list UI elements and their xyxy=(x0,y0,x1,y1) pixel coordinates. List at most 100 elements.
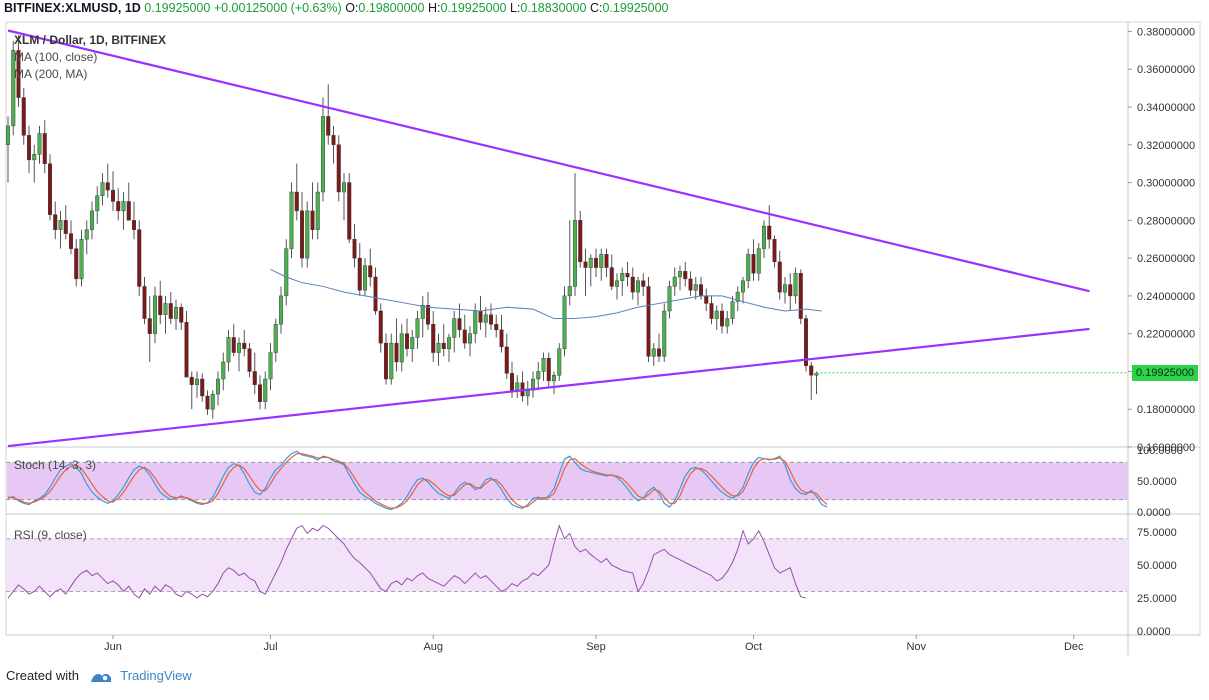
candle xyxy=(609,267,614,287)
candle xyxy=(594,257,599,268)
last-price-tag: 0.19925000 xyxy=(1132,365,1198,381)
candle xyxy=(478,310,483,323)
tradingview-logo-icon xyxy=(90,673,111,682)
candle xyxy=(336,144,341,193)
candle xyxy=(636,280,641,293)
candle xyxy=(331,135,336,145)
ma100-legend[interactable]: MA (100, close) xyxy=(14,50,98,64)
candle xyxy=(200,378,205,397)
candle xyxy=(583,261,588,268)
candle xyxy=(741,280,746,293)
candle xyxy=(552,375,557,382)
candle xyxy=(321,116,326,193)
candle xyxy=(415,318,420,338)
candle xyxy=(541,358,546,372)
candle xyxy=(599,254,604,268)
stoch-axis-label: 100.0000 xyxy=(1137,445,1183,457)
ma200-legend[interactable]: MA (200, MA) xyxy=(14,67,88,81)
rsi-band xyxy=(7,538,1128,592)
candle xyxy=(573,220,578,287)
candle xyxy=(483,314,488,323)
candle xyxy=(352,239,357,259)
close-label: C: xyxy=(589,1,603,15)
candle xyxy=(510,373,515,391)
candle xyxy=(347,182,352,240)
open-label: O: xyxy=(345,1,359,15)
price-axis-label: 0.22000000 xyxy=(1137,329,1195,341)
high-label: H: xyxy=(427,1,441,15)
candle xyxy=(489,314,494,325)
upper-trendline xyxy=(7,29,1090,293)
candle xyxy=(258,384,263,402)
candle xyxy=(504,346,509,374)
candle xyxy=(709,303,714,319)
candle xyxy=(205,395,210,410)
candle xyxy=(777,261,782,293)
close-value: 0.19925000 xyxy=(602,1,669,15)
candle xyxy=(468,333,473,344)
candle xyxy=(357,257,362,291)
candle xyxy=(294,191,299,212)
candle xyxy=(63,220,68,234)
candle xyxy=(221,361,226,380)
candle xyxy=(53,214,58,230)
price-change: +0.00125000 (+0.63%) xyxy=(213,1,342,15)
candle xyxy=(746,254,751,281)
candle xyxy=(184,322,189,378)
rsi-line xyxy=(7,524,807,599)
rsi-axis-label: 50.0000 xyxy=(1137,560,1177,572)
rsi-axis-label: 0.0000 xyxy=(1137,626,1171,638)
open-value: 0.19800000 xyxy=(358,1,425,15)
candle xyxy=(378,310,383,344)
price-axis-label: 0.18000000 xyxy=(1137,404,1195,416)
candle xyxy=(131,220,136,230)
candle xyxy=(536,371,541,380)
candle xyxy=(772,239,777,263)
candle xyxy=(384,342,389,380)
candle xyxy=(657,348,662,357)
candle xyxy=(121,201,126,212)
candle xyxy=(305,210,310,259)
candle xyxy=(793,273,798,297)
candle xyxy=(373,276,378,312)
candle xyxy=(683,271,688,280)
candle xyxy=(751,254,756,274)
candle xyxy=(814,373,819,376)
rsi-axis-label: 75.0000 xyxy=(1137,527,1177,539)
price-axis-label: 0.26000000 xyxy=(1137,253,1195,265)
symbol-name[interactable]: BITFINEX:XLMUSD, 1D xyxy=(4,1,141,15)
price-axis-label: 0.34000000 xyxy=(1137,102,1195,114)
low-value: 0.18830000 xyxy=(520,1,587,15)
rsi-legend[interactable]: RSI (9, close) xyxy=(14,528,87,542)
candle xyxy=(426,305,431,325)
time-axis-label: Jul xyxy=(263,641,277,653)
candle xyxy=(116,201,121,212)
tradingview-brand[interactable]: TradingView xyxy=(120,668,192,683)
candle xyxy=(68,233,73,249)
candle xyxy=(58,220,63,230)
candle xyxy=(342,182,347,193)
candle xyxy=(105,182,110,191)
lower-trendline xyxy=(7,327,1090,448)
candle xyxy=(804,318,809,366)
candle xyxy=(268,352,273,380)
candle xyxy=(798,273,803,319)
candle xyxy=(620,273,625,281)
candle xyxy=(531,378,536,391)
stoch-legend[interactable]: Stoch (14, 3, 3) xyxy=(14,458,97,472)
price-axis-label: 0.28000000 xyxy=(1137,215,1195,227)
time-axis-label: Oct xyxy=(745,641,762,653)
series-title[interactable]: XLM / Dollar, 1D, BITFINEX xyxy=(14,33,167,47)
low-label: L: xyxy=(509,1,521,15)
candle xyxy=(95,195,100,212)
candle xyxy=(725,318,730,327)
candle xyxy=(578,220,583,263)
candle xyxy=(21,97,26,136)
candle xyxy=(16,50,21,98)
candle xyxy=(168,303,173,319)
candle xyxy=(788,284,793,297)
candle xyxy=(163,303,168,315)
candle xyxy=(126,201,131,221)
